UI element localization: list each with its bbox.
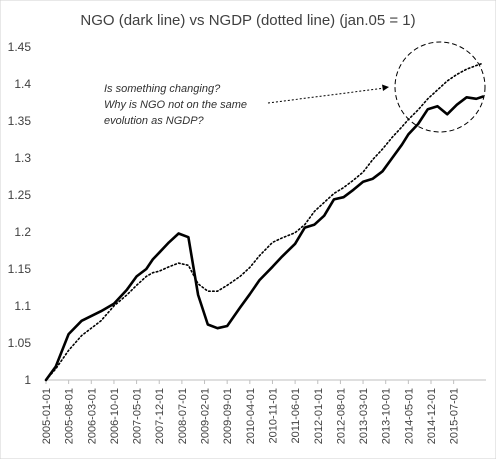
annotation-line-2: Why is NGO not on the same: [104, 99, 247, 111]
x-tick-label: 2011-06-01: [290, 388, 302, 443]
x-tick-label: 2014-05-01: [403, 388, 415, 444]
y-tick-label: 1: [24, 373, 31, 387]
x-tick-label: 2010-11-01: [267, 388, 279, 443]
x-tick-label: 2009-09-01: [222, 388, 234, 444]
x-tick-label: 2012-08-01: [335, 388, 347, 444]
y-tick-label: 1.25: [8, 188, 32, 202]
y-tick-label: 1.45: [8, 40, 32, 54]
x-tick-label: 2013-10-01: [381, 388, 393, 444]
x-tick-label: 2014-12-01: [426, 388, 438, 444]
series-line-solid: [44, 95, 485, 382]
x-tick-label: 2015-07-01: [449, 388, 461, 444]
chart-title: NGO (dark line) vs NGDP (dotted line) (j…: [80, 12, 415, 29]
x-tick-label: 2007-05-01: [132, 388, 144, 444]
x-tick-label: 2008-07-01: [177, 388, 189, 444]
x-tick-label: 2005-08-01: [64, 388, 76, 444]
y-tick-label: 1.05: [8, 336, 32, 350]
series-layer: [44, 62, 485, 382]
x-tick-label: 2005-01-01: [41, 388, 53, 444]
y-axis-ticks: 1 1.05 1.1 1.15 1.2 1.25 1.3 1.35 1.4 1.45: [8, 40, 32, 387]
x-axis: 2005-01-01 2005-08-01 2006-03-01 2006-10-01…: [41, 379, 486, 444]
x-tick-label: 2009-02-01: [200, 388, 212, 444]
x-tick-label: 2012-01-01: [313, 388, 325, 444]
x-tick-label: 2010-04-01: [245, 388, 257, 444]
annotation-arrowhead: [382, 84, 389, 91]
x-tick-label: 2013-03-01: [358, 388, 370, 444]
x-tick-label: 2006-10-01: [109, 388, 121, 444]
y-tick-label: 1.2: [14, 225, 31, 239]
y-tick-label: 1.35: [8, 114, 32, 128]
annotation-line-1: Is something changing?: [104, 83, 221, 95]
y-tick-label: 1.3: [14, 151, 31, 165]
y-tick-label: 1.4: [14, 77, 31, 91]
y-tick-label: 1.1: [14, 299, 31, 313]
series-line-dotted: [45, 62, 484, 381]
highlight-circle: [394, 41, 486, 133]
x-tick-label: 2007-12-01: [154, 388, 166, 444]
x-tick-label: 2006-03-01: [86, 388, 98, 444]
annotation-line-3: evolution as NGDP?: [104, 115, 205, 127]
y-tick-label: 1.15: [8, 262, 32, 276]
